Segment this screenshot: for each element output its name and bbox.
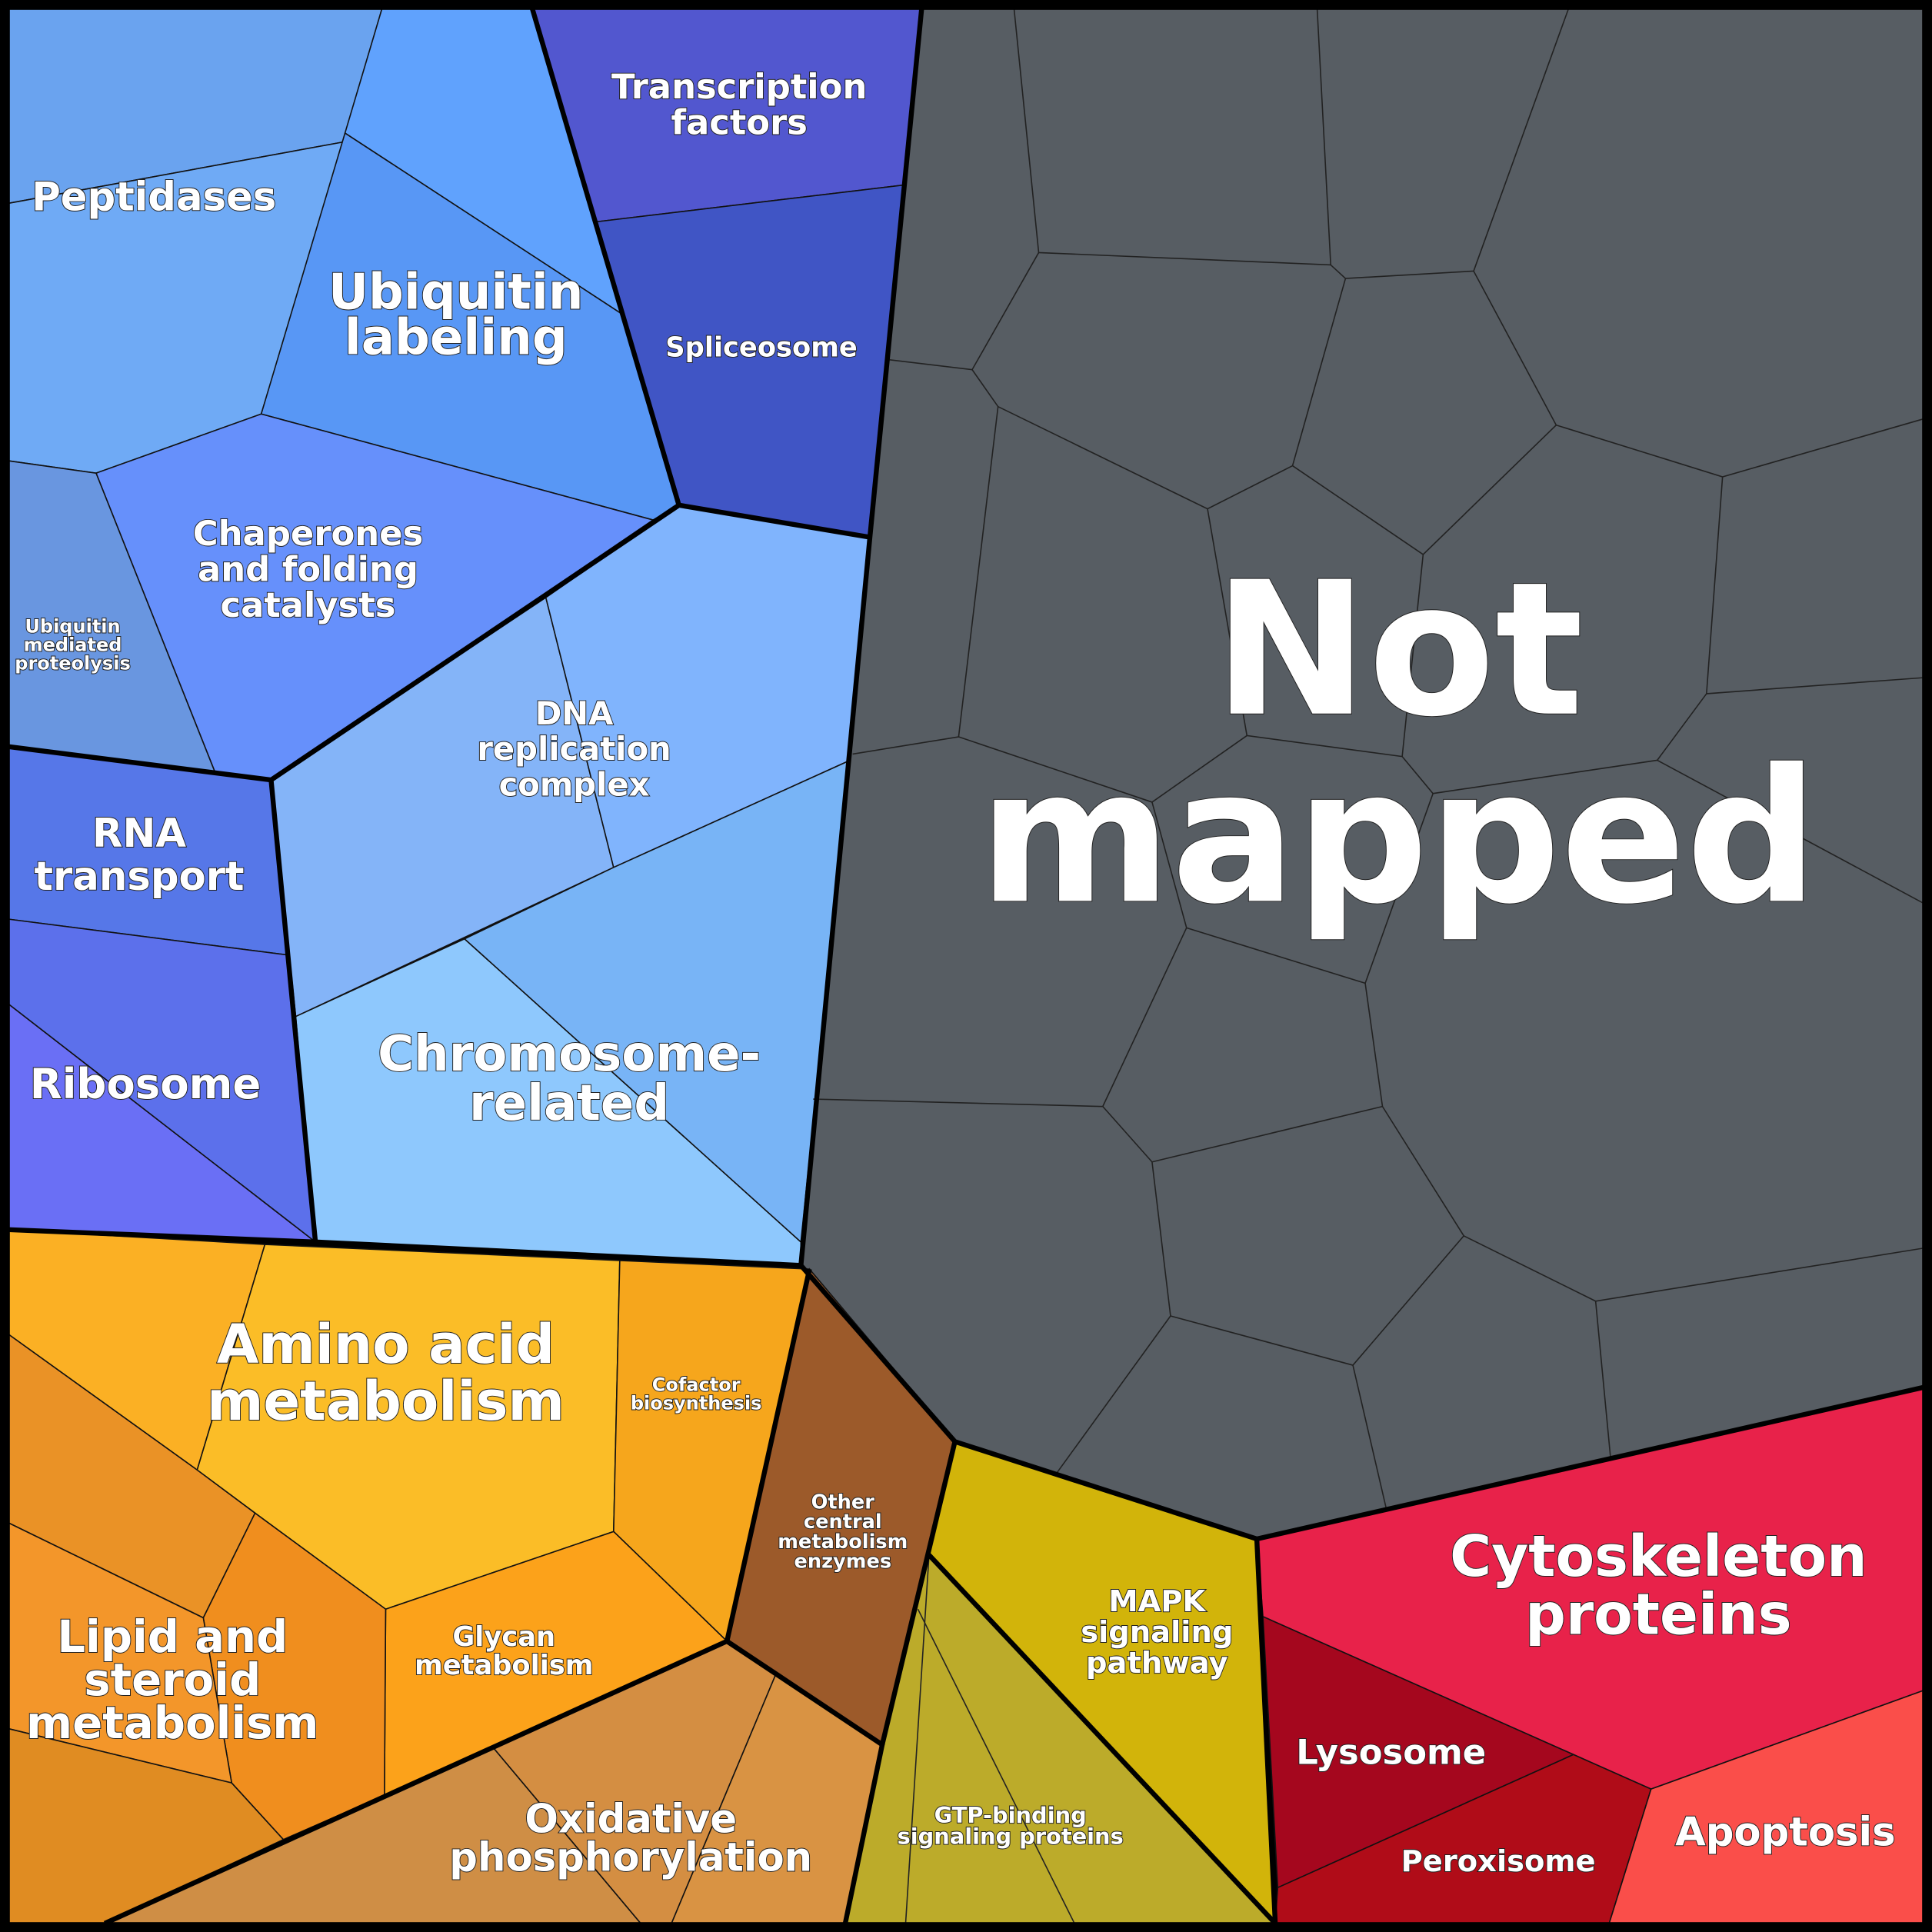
region-label: DNA bbox=[535, 695, 614, 732]
cell-border bbox=[1473, 271, 1924, 478]
cell-border bbox=[1352, 1364, 1387, 1509]
group-border bbox=[1254, 1538, 1278, 1924]
region-label: Other bbox=[811, 1491, 875, 1514]
region-label: pathway bbox=[1086, 1646, 1228, 1681]
labels: PeptidasesUbiquitinlabelingTranscription… bbox=[14, 65, 1896, 1881]
region-label: steroid bbox=[84, 1654, 261, 1706]
region-label: transport bbox=[35, 854, 245, 900]
region-label: proteolysis bbox=[15, 653, 131, 675]
region-label: MAPK bbox=[1108, 1584, 1206, 1619]
cell-border bbox=[917, 1608, 1075, 1924]
region-label: Apoptosis bbox=[1675, 1809, 1896, 1855]
cell-border bbox=[1330, 8, 1570, 279]
region-label: complex bbox=[499, 766, 650, 804]
region-label: Glycan bbox=[452, 1621, 555, 1653]
region-label: related bbox=[469, 1075, 669, 1132]
region-label: mediated bbox=[24, 634, 122, 655]
region-label: Oxidative bbox=[525, 1797, 737, 1843]
region-label: proteins bbox=[1525, 1582, 1792, 1647]
cell-border bbox=[852, 406, 999, 755]
group-border bbox=[879, 1441, 958, 1746]
cell-border bbox=[1657, 759, 1924, 904]
region-label: Ubiquitin bbox=[25, 615, 120, 637]
cell-border bbox=[1151, 793, 1434, 984]
region-label: Chromosome- bbox=[378, 1026, 761, 1083]
region-label: Chaperones bbox=[193, 513, 424, 554]
region-label: Amino acid bbox=[217, 1313, 555, 1376]
region-label: Spliceosome bbox=[665, 331, 858, 363]
region-label: metabolism bbox=[778, 1531, 908, 1554]
cell-border bbox=[1013, 8, 1332, 266]
region-label: Peroxisome bbox=[1401, 1844, 1596, 1879]
group-border bbox=[927, 1553, 1277, 1925]
region-label: biosynthesis bbox=[631, 1393, 762, 1414]
region-label: catalysts bbox=[221, 585, 396, 625]
region-label: Cofactor bbox=[652, 1374, 741, 1395]
region-label: and folding bbox=[198, 548, 418, 589]
region-label: metabolism bbox=[26, 1697, 318, 1749]
cell-border bbox=[1056, 1315, 1171, 1473]
region-label: signaling proteins bbox=[898, 1823, 1124, 1849]
region-label: GTP-binding bbox=[934, 1802, 1087, 1828]
region-label: Transcription bbox=[611, 66, 867, 107]
region-label: Lipid and bbox=[57, 1611, 288, 1663]
region-label: enzymes bbox=[794, 1550, 892, 1573]
region-label: metabolism bbox=[415, 1650, 594, 1681]
cells bbox=[8, 8, 1924, 1925]
region-label: central bbox=[804, 1511, 882, 1534]
region-label: replication bbox=[477, 730, 671, 768]
region-label: Lysosome bbox=[1296, 1731, 1486, 1772]
cell-border bbox=[1207, 508, 1424, 758]
cell-border bbox=[1401, 693, 1707, 794]
region-label: RNA bbox=[92, 811, 186, 857]
region-label: Ubiquitin bbox=[328, 264, 584, 321]
region-label: Peptidases bbox=[32, 175, 276, 221]
region-label: labeling bbox=[345, 310, 568, 367]
cell-border bbox=[1151, 1161, 1464, 1366]
group-border bbox=[8, 744, 271, 783]
region-label: signaling bbox=[1081, 1615, 1233, 1650]
region-label: metabolism bbox=[207, 1370, 565, 1433]
region-label: Ribosome bbox=[30, 1059, 261, 1108]
region-label: phosphorylation bbox=[449, 1834, 812, 1880]
region-label: Not bbox=[1214, 542, 1584, 758]
region-label: factors bbox=[671, 102, 808, 143]
cell-border bbox=[1594, 1301, 1611, 1457]
region-label: Cytoskeleton bbox=[1450, 1524, 1867, 1590]
region-label: mapped bbox=[979, 729, 1819, 944]
cell-border bbox=[904, 1554, 930, 1924]
group-border bbox=[798, 1264, 1924, 1542]
